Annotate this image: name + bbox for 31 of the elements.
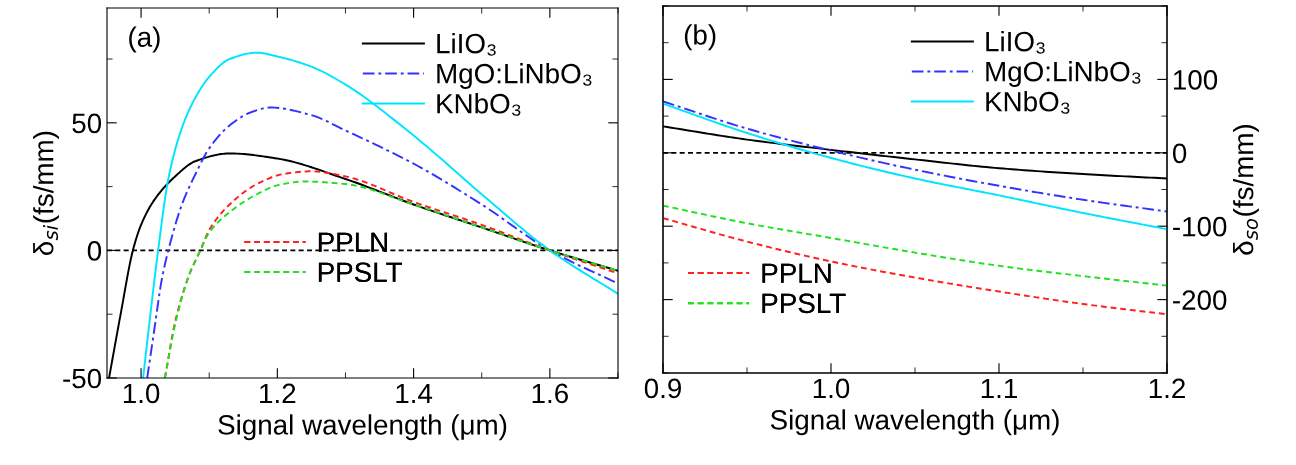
legend-label: MgO:LiNbO₃ <box>986 61 1141 87</box>
legend-label: PPLN <box>318 232 387 252</box>
legend-label: MgO:LiNbO₃ <box>437 63 592 89</box>
x-axis-title: Signal wavelength (μm) <box>218 414 507 441</box>
y-axis-title: δ$_{si}$(fs/mm) <box>33 131 59 256</box>
legend-label: PPSLT <box>318 262 402 283</box>
x-tick-label: 1.0 <box>813 378 850 399</box>
y2-tick-label: -100 <box>1173 216 1227 237</box>
y-tick-label: 0 <box>87 241 102 261</box>
legend-label: LiIO₃ <box>986 31 1045 54</box>
x-axis-title: Signal wavelength (μm) <box>770 409 1059 436</box>
y2-tick-label: 0 <box>1172 143 1187 164</box>
x-tick-label: 1.2 <box>1149 378 1185 398</box>
legend-label: LiIO₃ <box>437 33 496 56</box>
legend-label: KNbO₃ <box>986 91 1070 114</box>
x-tick-label: 1.4 <box>396 383 433 403</box>
y2-axis-title: δ$_{so}$(fs/mm) <box>1233 125 1259 255</box>
legend-label: PPSLT <box>762 293 846 314</box>
y-tick-label: 50 <box>72 113 102 134</box>
x-tick-label: 1.2 <box>260 383 296 403</box>
y2-tick-label: 100 <box>1173 70 1218 90</box>
y-tick-label: -50 <box>63 368 102 389</box>
legend-label: KNbO₃ <box>437 93 521 116</box>
annotation: (b) <box>684 24 716 51</box>
legend-label: PPLN <box>762 263 831 283</box>
x-tick-label: 0.9 <box>644 378 681 399</box>
x-tick-label: 1.0 <box>123 383 160 404</box>
y2-tick-label: -200 <box>1173 290 1227 310</box>
annotation: (a) <box>129 26 160 53</box>
x-tick-label: 1.6 <box>532 383 568 404</box>
x-tick-label: 1.1 <box>981 378 1017 398</box>
